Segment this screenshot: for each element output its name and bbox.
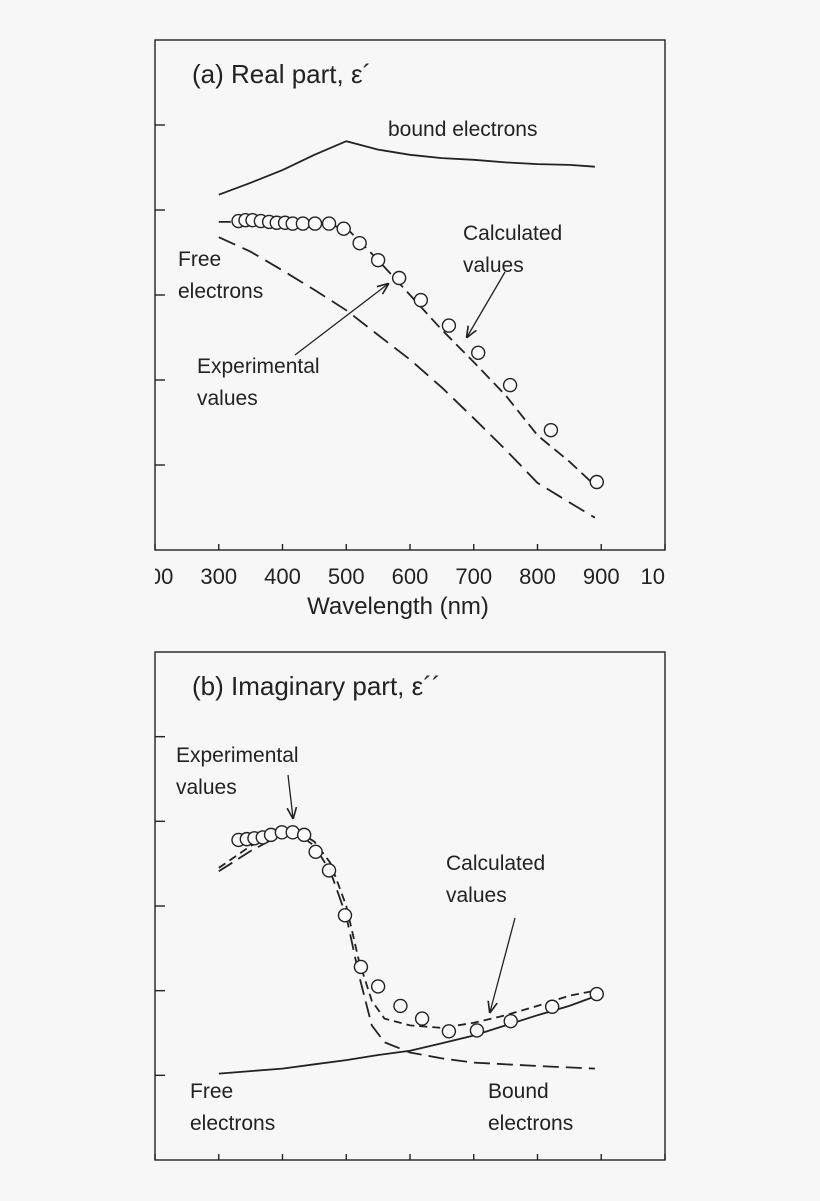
series-label: Bound electrons [488,1080,574,1135]
data-point [296,827,312,843]
data-point [414,1011,430,1026]
x-tick-label: 200 [137,564,174,589]
data-point [337,908,353,923]
data-point [370,979,386,994]
data-point [352,235,367,251]
x-tick-label: 300 [200,564,237,589]
series-line [218,993,602,1075]
arrow [490,917,516,1012]
arrow [467,271,506,337]
x-tick-label: 500 [328,564,365,589]
series-label: bound electrons [388,118,538,141]
x-tick-label: 400 [264,564,301,589]
arrow [294,284,388,356]
data-point [307,216,323,231]
data-point [543,422,559,438]
chart-title: (b) Imaginary part, ε´´ [192,671,441,701]
data-point [321,216,337,231]
data-point [469,1023,485,1038]
data-point [393,998,408,1014]
x-tick-label: 700 [455,564,492,589]
data-point [353,959,369,975]
x-tick-label: 800 [519,564,556,589]
series-label: Experimental values [197,355,320,410]
series-label: Calculated values [463,222,563,277]
series-label: Calculated values [446,852,546,907]
series-label: Experimental values [176,744,299,799]
data-point [502,377,518,393]
data-point [441,318,457,333]
data-point [544,999,560,1014]
data-point [308,844,323,860]
data-point [336,221,351,236]
series-label: Free electrons [178,248,264,303]
data-point [503,1013,518,1029]
x-axis-label: Wavelength (nm) [307,593,489,620]
series-line [218,140,595,196]
data-point [589,474,604,490]
data-point [285,825,300,840]
annotation-arrows [288,271,516,1012]
x-tick-label: 1000 [641,564,690,589]
series-line [218,236,596,519]
data-point [413,292,429,308]
data-point [471,345,486,360]
chart-title: (a) Real part, ε´ [192,59,371,89]
data-point [589,986,604,1002]
data-point [295,216,311,231]
x-tick-label: 600 [392,564,429,589]
data-point [370,252,386,268]
data-point [391,270,407,286]
data-point [441,1024,457,1039]
arrow [288,774,293,818]
series-label: Free electrons [190,1080,276,1135]
data-point [321,863,337,878]
x-tick-label: 900 [583,564,620,589]
